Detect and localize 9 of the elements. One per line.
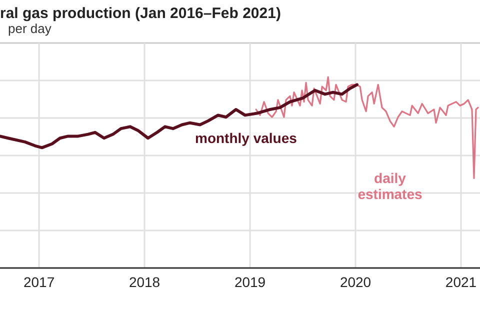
chart-title: ral gas production (Jan 2016–Feb 2021) <box>0 5 281 22</box>
x-tick-label: 2017 <box>23 274 55 290</box>
x-tick-label: 2021 <box>445 274 477 290</box>
x-tick-label: 2020 <box>340 274 372 290</box>
chart-subtitle: per day <box>8 21 52 36</box>
text: daily estimates <box>358 170 423 202</box>
x-tick-label: 2018 <box>128 274 160 290</box>
series-label: monthly values <box>195 130 298 146</box>
x-tick-label: 2019 <box>234 274 266 290</box>
